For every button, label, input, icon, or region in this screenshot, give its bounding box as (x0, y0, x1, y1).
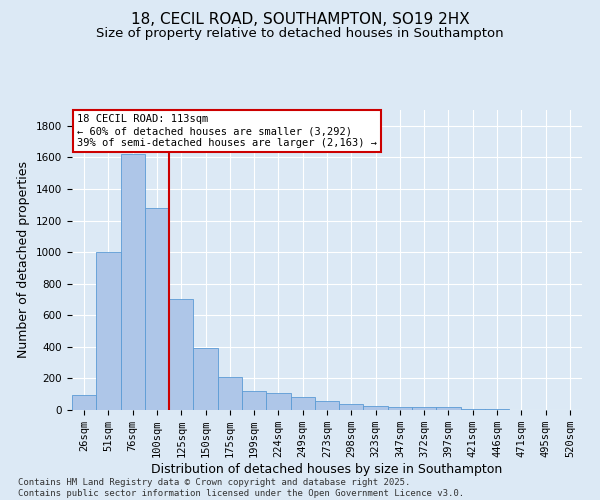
Bar (218, 377, 242, 410)
Bar (388, 406, 412, 410)
Bar (193, 348, 218, 410)
Bar (461, 408, 485, 410)
X-axis label: Distribution of detached houses by size in Southampton: Distribution of detached houses by size … (151, 463, 503, 476)
Bar (339, 404, 364, 410)
Bar (121, 154, 145, 410)
Bar (242, 391, 266, 410)
Text: 18, CECIL ROAD, SOUTHAMPTON, SO19 2HX: 18, CECIL ROAD, SOUTHAMPTON, SO19 2HX (131, 12, 469, 28)
Text: Size of property relative to detached houses in Southampton: Size of property relative to detached ho… (96, 28, 504, 40)
Bar (412, 407, 436, 410)
Bar (315, 402, 339, 410)
Y-axis label: Number of detached properties: Number of detached properties (17, 162, 31, 358)
Bar (145, 208, 169, 410)
Bar (290, 396, 315, 410)
Text: 18 CECIL ROAD: 113sqm
← 60% of detached houses are smaller (3,292)
39% of semi-d: 18 CECIL ROAD: 113sqm ← 60% of detached … (77, 114, 377, 148)
Bar (266, 394, 290, 410)
Bar (364, 406, 388, 410)
Bar (72, 395, 96, 410)
Bar (169, 300, 193, 410)
Bar (485, 409, 509, 410)
Bar (96, 252, 121, 410)
Bar (436, 407, 461, 410)
Text: Contains HM Land Registry data © Crown copyright and database right 2025.
Contai: Contains HM Land Registry data © Crown c… (18, 478, 464, 498)
